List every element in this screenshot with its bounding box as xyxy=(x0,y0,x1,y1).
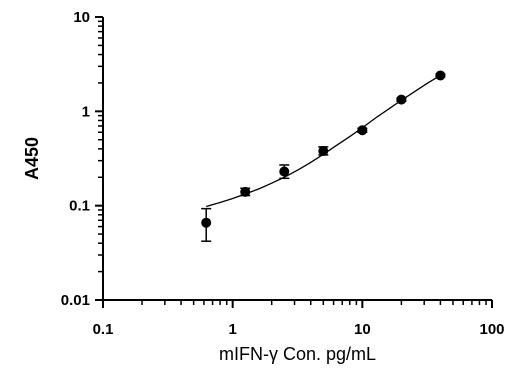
data-point xyxy=(435,70,446,81)
x-tick-label: 0.1 xyxy=(93,321,114,338)
fit-curve-line xyxy=(206,74,441,208)
x-tick-label: 10 xyxy=(354,321,371,338)
x-axis-title: mIFN-γ Con. pg/mL xyxy=(219,344,376,364)
x-tick-label: 1 xyxy=(228,321,236,338)
data-point xyxy=(396,94,407,105)
data-point xyxy=(201,217,212,228)
y-tick-label: 10 xyxy=(73,9,90,26)
data-point xyxy=(318,145,329,156)
y-axis-title: A450 xyxy=(22,137,42,180)
y-tick-label: 1 xyxy=(82,103,90,120)
y-tick-label: 0.01 xyxy=(61,292,90,309)
data-point xyxy=(279,166,290,177)
y-tick-label: 0.1 xyxy=(69,198,90,215)
error-bars xyxy=(201,73,446,242)
data-point xyxy=(240,186,251,197)
data-points xyxy=(201,70,446,228)
fit-curve-group xyxy=(206,74,441,208)
data-point xyxy=(357,125,368,136)
x-tick-label: 100 xyxy=(479,321,504,338)
